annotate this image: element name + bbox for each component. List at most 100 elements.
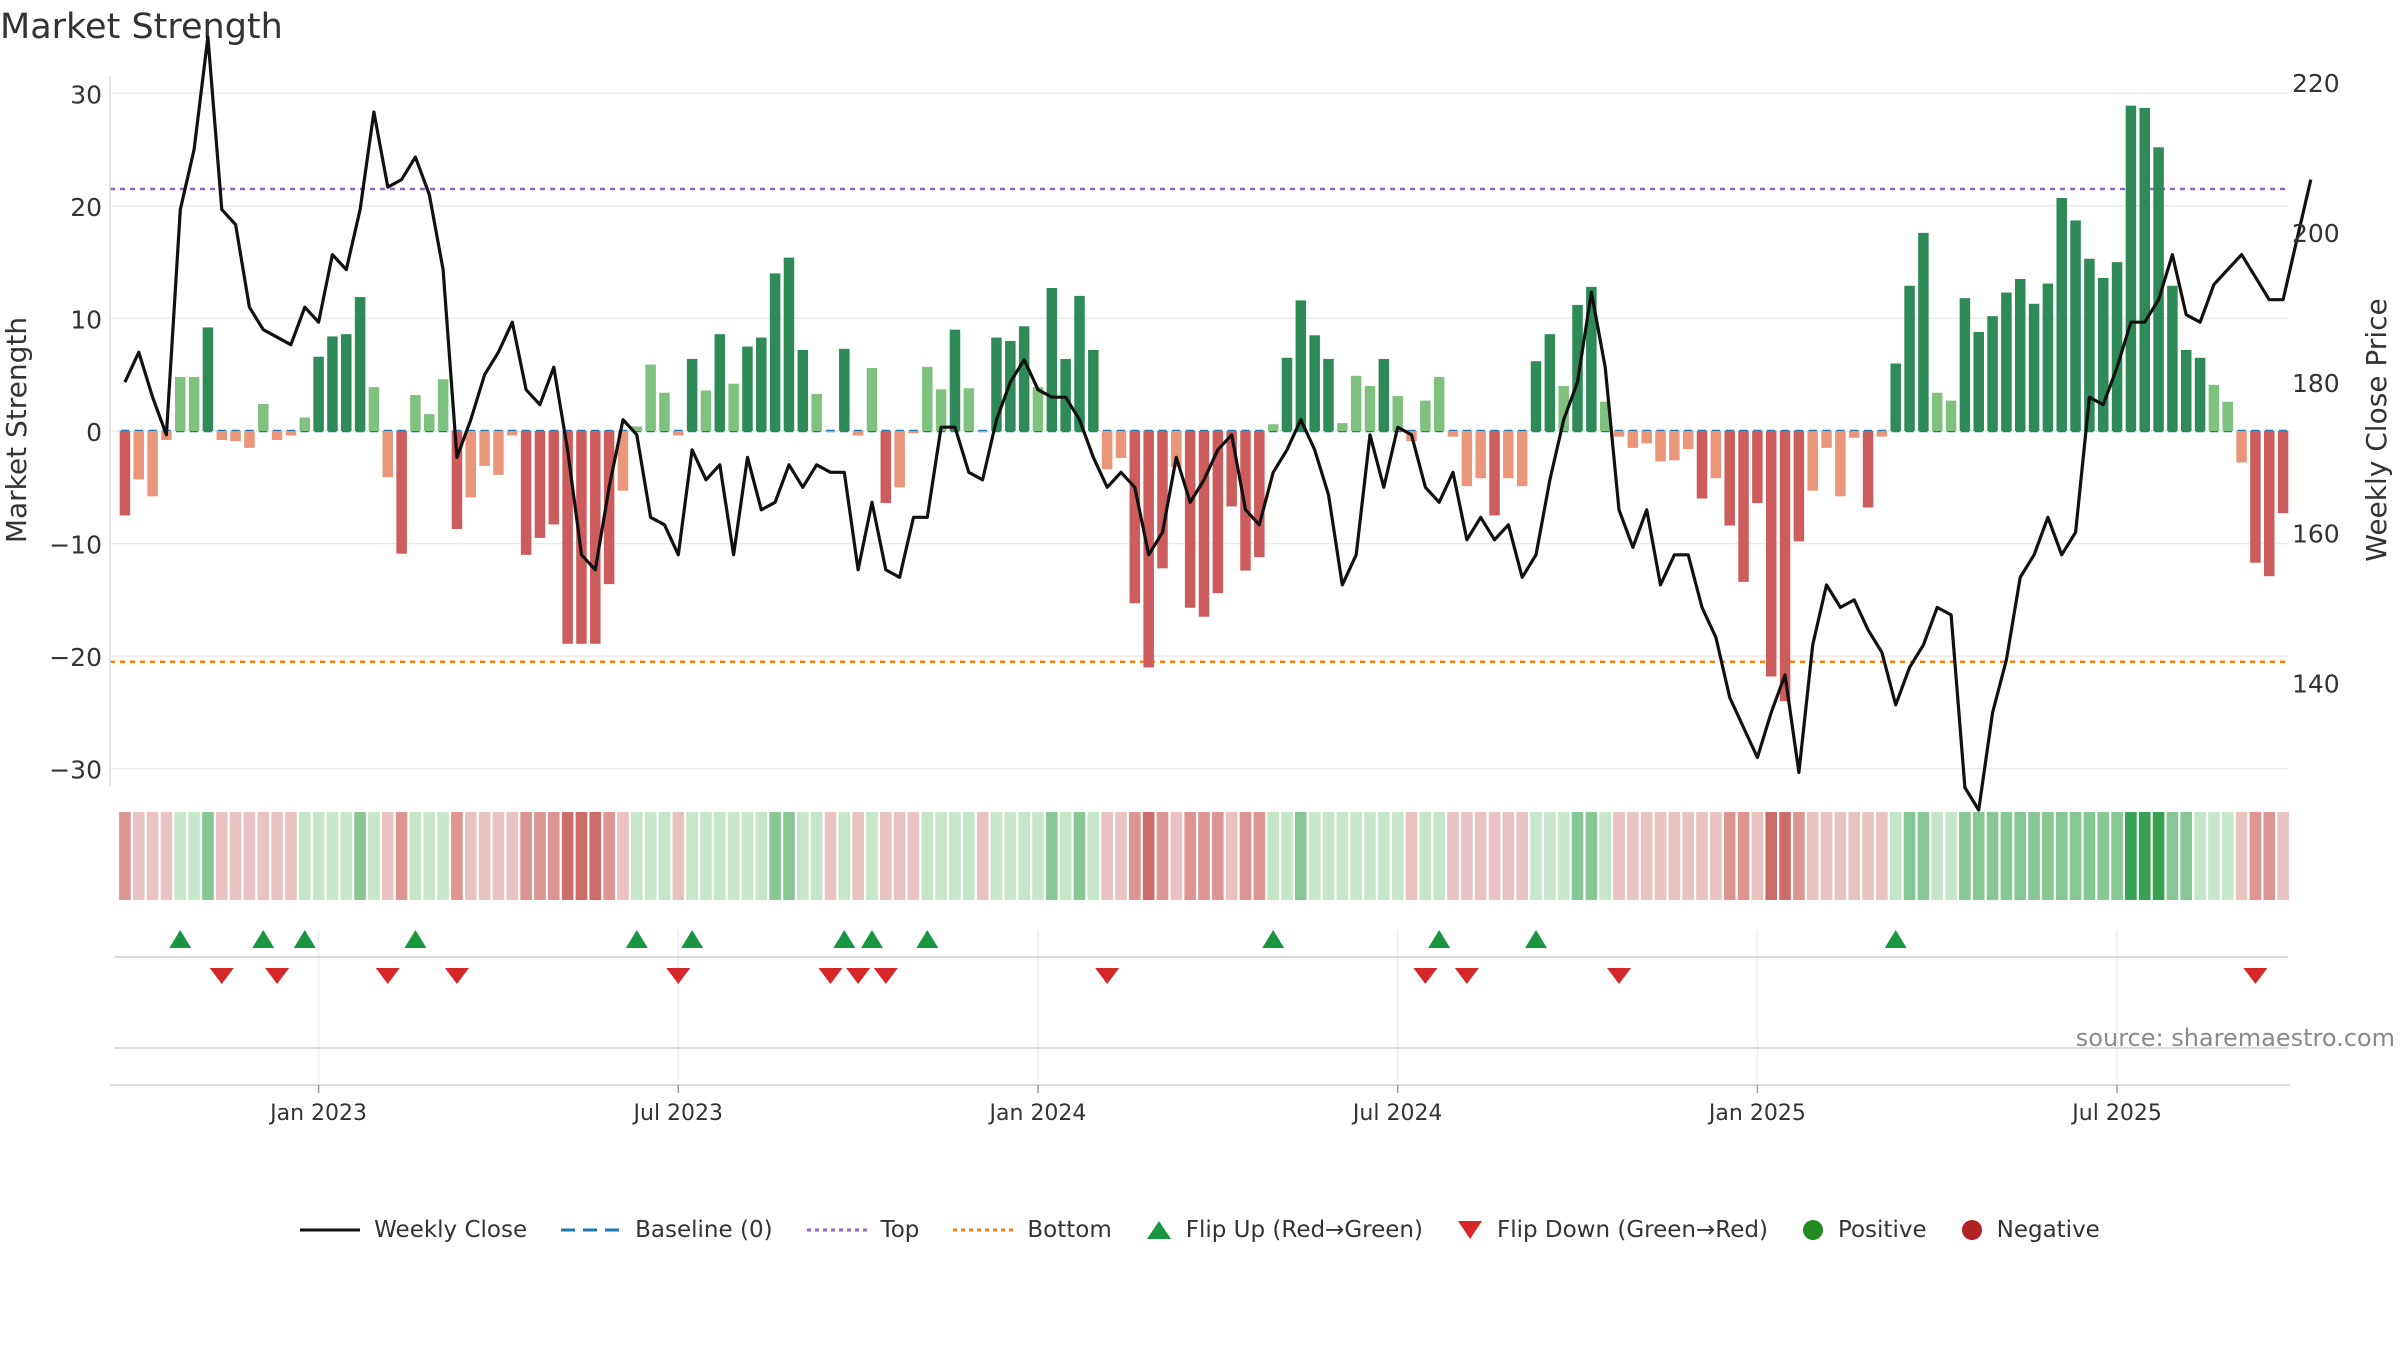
source-label: source: sharemaestro.com bbox=[2076, 1024, 2395, 1052]
strength-bar bbox=[1613, 431, 1625, 437]
heat-band-cell bbox=[354, 812, 366, 900]
heat-band-cell bbox=[243, 812, 256, 900]
heat-band-cell bbox=[769, 812, 781, 900]
heat-band-cell bbox=[298, 812, 311, 900]
heat-band-cell bbox=[257, 812, 270, 900]
heat-band-cell bbox=[1903, 812, 1916, 900]
strength-bar bbox=[1779, 431, 1791, 702]
heat-band-cell bbox=[866, 812, 878, 900]
legend-weekly-close: Weekly Close bbox=[300, 1217, 527, 1243]
heat-band-cell bbox=[1101, 812, 1113, 900]
heat-band-cell bbox=[2028, 812, 2040, 900]
flip-down-marker bbox=[1454, 968, 1479, 984]
strength-bar bbox=[1904, 285, 1915, 431]
heat-band-cell bbox=[2125, 812, 2137, 900]
heat-band-cell bbox=[907, 812, 920, 900]
heat-band-cell bbox=[1004, 812, 1017, 900]
legend-positive-label: Positive bbox=[1837, 1217, 1927, 1243]
strength-bar bbox=[2208, 384, 2220, 431]
heat-band-cell bbox=[534, 812, 546, 900]
heat-band-cell bbox=[838, 812, 851, 900]
flip-down-marker bbox=[873, 968, 898, 984]
flip-up-marker bbox=[1428, 930, 1451, 948]
heat-band-cell bbox=[1945, 812, 1957, 900]
x-tick-label: Jan 2024 bbox=[988, 1101, 1087, 1126]
flip-up-marker bbox=[293, 930, 316, 948]
heat-band-cell bbox=[119, 812, 131, 900]
heat-band-cell bbox=[1765, 812, 1778, 900]
strength-bar bbox=[1240, 431, 1251, 571]
strength-bar bbox=[728, 383, 739, 431]
strength-bar bbox=[866, 367, 878, 431]
heat-band-cell bbox=[1059, 812, 1072, 900]
strength-bar bbox=[963, 388, 975, 431]
strength-bar bbox=[2194, 357, 2206, 431]
heat-band-cell bbox=[976, 812, 989, 900]
heat-band-cell bbox=[1876, 812, 1888, 900]
strength-bar bbox=[811, 393, 822, 431]
strength-bar bbox=[188, 376, 200, 431]
strength-bar bbox=[1267, 424, 1279, 431]
strength-bar bbox=[230, 431, 241, 442]
strength-bar bbox=[2070, 220, 2081, 431]
strength-bar bbox=[1475, 431, 1486, 479]
left-tick-label: 0 bbox=[86, 418, 102, 447]
flip-down-marker bbox=[2243, 968, 2268, 984]
strength-bar bbox=[1129, 431, 1141, 604]
heat-band-cell bbox=[2166, 812, 2179, 900]
strength-bar bbox=[908, 431, 919, 434]
legend-positive: Positive bbox=[1802, 1217, 1927, 1243]
heat-band-cell bbox=[464, 812, 477, 900]
flip-down-marker bbox=[375, 968, 400, 984]
strength-bar bbox=[1724, 431, 1735, 526]
strength-bar bbox=[1171, 431, 1182, 468]
strength-bar bbox=[1032, 387, 1044, 431]
heat-band-cell bbox=[2180, 812, 2193, 900]
strength-bar bbox=[1682, 431, 1694, 450]
strength-bar bbox=[673, 431, 684, 436]
strength-bar bbox=[1627, 431, 1639, 448]
heat-band-cell bbox=[2138, 812, 2151, 900]
strength-bar bbox=[1530, 361, 1542, 431]
flip-up-marker bbox=[1884, 930, 1907, 948]
strength-bar bbox=[548, 431, 560, 525]
flip-down-marker bbox=[818, 968, 843, 984]
strength-bar bbox=[1669, 431, 1680, 461]
strength-bar bbox=[645, 364, 656, 431]
heat-band-cell bbox=[1654, 812, 1667, 900]
heat-band-cell bbox=[1557, 812, 1570, 900]
heat-band-cell bbox=[188, 812, 200, 900]
flip-up-icon bbox=[1146, 1221, 1171, 1239]
weekly-close-swatch bbox=[300, 1228, 361, 1232]
flip-up-marker bbox=[860, 930, 883, 948]
strength-bar bbox=[1420, 400, 1431, 431]
strength-bar bbox=[1184, 431, 1196, 608]
strength-bar bbox=[935, 389, 947, 431]
heat-band-cell bbox=[949, 812, 961, 900]
strength-bar bbox=[1655, 431, 1666, 462]
heat-band-cell bbox=[1848, 812, 1861, 900]
strength-bar bbox=[174, 376, 186, 431]
heat-band-cell bbox=[1350, 812, 1362, 900]
x-tick-label: Jan 2023 bbox=[268, 1101, 367, 1126]
flip-up-marker bbox=[1525, 930, 1548, 948]
heat-band-cell bbox=[963, 812, 975, 900]
strength-bar bbox=[1309, 335, 1320, 431]
left-tick-label: −10 bbox=[49, 531, 102, 560]
flip-up-marker bbox=[404, 930, 427, 948]
heat-band-cell bbox=[1668, 812, 1681, 900]
strength-bar bbox=[686, 358, 698, 431]
weekly-close-layer bbox=[123, 35, 2313, 812]
right-tick-label: 200 bbox=[2292, 219, 2340, 248]
strength-bar bbox=[2277, 431, 2289, 514]
heat-band-cell bbox=[783, 812, 795, 900]
heat-band-cell bbox=[174, 812, 187, 900]
strength-bar bbox=[119, 431, 131, 516]
heat-band-cell bbox=[340, 812, 353, 900]
strength-bar bbox=[1752, 431, 1763, 504]
heat-band-cell bbox=[2083, 812, 2096, 900]
heat-band-cell bbox=[368, 812, 380, 900]
flip-down-marker bbox=[265, 968, 290, 984]
strength-bar bbox=[1987, 316, 1998, 431]
